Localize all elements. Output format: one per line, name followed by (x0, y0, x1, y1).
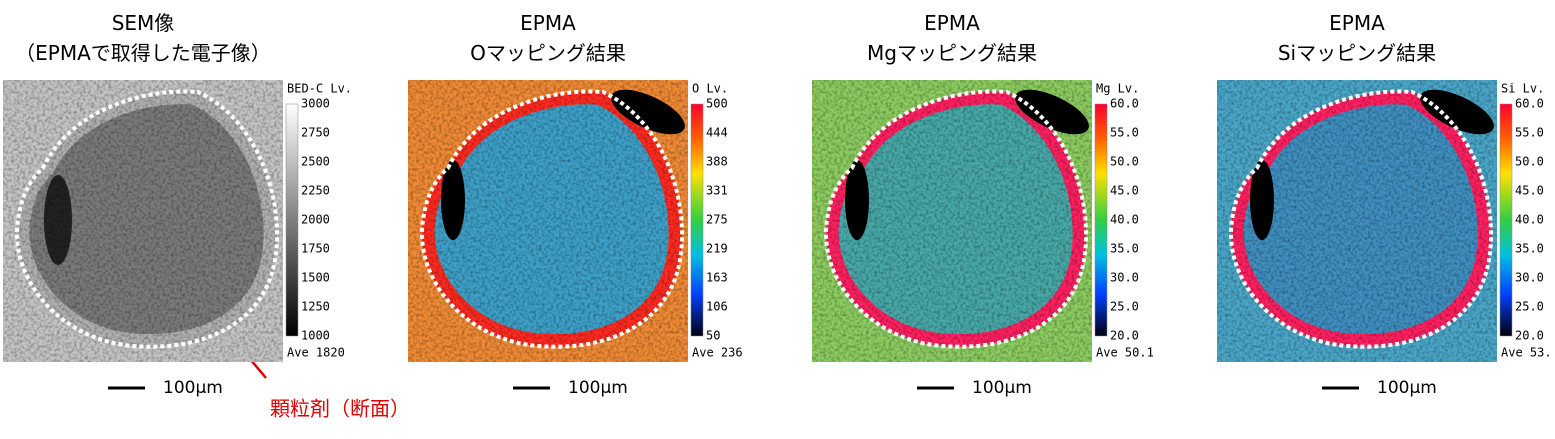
panel-title: Mgマッピング結果 (867, 41, 1037, 65)
texture (812, 80, 1092, 362)
colorbar-tick-label: 50.0 (1515, 155, 1544, 169)
panel-title: EPMA (520, 11, 576, 35)
colorbar (1094, 103, 1108, 337)
scale-bar-label: 100μm (163, 378, 223, 398)
colorbar-tick-label: 30.0 (1110, 271, 1139, 285)
colorbar-tick-label: 3000 (301, 97, 330, 111)
colorbar-tick-label: 25.0 (1110, 300, 1139, 314)
panel-title: EPMA (1329, 11, 1385, 35)
colorbar (1499, 103, 1513, 337)
granule-outline (1228, 89, 1494, 349)
colorbar-tick-label: 2250 (301, 184, 330, 198)
colorbar-tick-label: 45.0 (1110, 184, 1139, 198)
texture (3, 80, 283, 362)
colorbar-tick-label: 35.0 (1110, 242, 1139, 256)
colorbar-average: Ave 236 (692, 346, 743, 360)
colorbar-average: Ave 1820 (287, 346, 345, 360)
colorbar (285, 103, 299, 337)
colorbar-label: Mg Lv. (1096, 82, 1139, 96)
colorbar-tick-label: 45.0 (1515, 184, 1544, 198)
scale-bar-label: 100μm (568, 378, 628, 398)
colorbar-label: O Lv. (692, 82, 728, 96)
colorbar-tick-label: 50 (706, 329, 720, 343)
micrograph (3, 80, 283, 362)
colorbar-tick-label: 60.0 (1515, 97, 1544, 111)
colorbar-tick-label: 60.0 (1110, 97, 1139, 111)
colorbar-tick-label: 1500 (301, 271, 330, 285)
colorbar-tick-label: 55.0 (1515, 126, 1544, 140)
colorbar-tick-label: 2000 (301, 213, 330, 227)
colorbar-tick-label: 40.0 (1110, 213, 1139, 227)
micrograph (408, 80, 688, 362)
colorbar-label: BED-C Lv. (287, 82, 352, 96)
panel: EPMA Oマッピング結果 O Lv.500 444 388 331 275 219 163 10… (408, 11, 743, 398)
colorbar-average: Ave 50.1 (1096, 346, 1154, 360)
colorbar-tick-label: 1250 (301, 300, 330, 314)
colorbar-tick-label: 500 (706, 97, 728, 111)
texture (408, 80, 688, 362)
panel-title: Oマッピング結果 (470, 41, 626, 65)
colorbar (690, 103, 704, 337)
colorbar-tick-label: 20.0 (1515, 329, 1544, 343)
panel-title: （EPMAで取得した電子像） (15, 41, 271, 65)
colorbar-tick-label: 275 (706, 213, 728, 227)
colorbar-tick-label: 40.0 (1515, 213, 1544, 227)
panel: SEM像 （EPMAで取得した電子像） BED-C Lv.3000 2750 2500 2… (3, 11, 352, 398)
colorbar-tick-label: 20.0 (1110, 329, 1139, 343)
granule-outline (419, 89, 685, 349)
micrograph (1217, 80, 1497, 362)
colorbar-tick-label: 50.0 (1110, 155, 1139, 169)
colorbar-tick-label: 106 (706, 300, 728, 314)
scale-bar-label: 100μm (1377, 378, 1437, 398)
granule-outline (14, 89, 280, 349)
colorbar-label: Si Lv. (1501, 82, 1544, 96)
colorbar-average: Ave 53. (1501, 346, 1552, 360)
colorbar-tick-label: 1000 (301, 329, 330, 343)
scale-bar-label: 100μm (972, 378, 1032, 398)
colorbar-tick-label: 2750 (301, 126, 330, 140)
panel-title: SEM像 (112, 11, 175, 35)
colorbar-tick-label: 331 (706, 184, 728, 198)
colorbar-tick-label: 30.0 (1515, 271, 1544, 285)
colorbar-tick-label: 163 (706, 271, 728, 285)
colorbar-tick-label: 444 (706, 126, 728, 140)
annotation: 顆粒剤（断面） (270, 397, 410, 421)
panel: EPMA Siマッピング結果 Si Lv.60.0 55.0 50.0 45.0 40.0 3… (1217, 11, 1552, 398)
colorbar-tick-label: 35.0 (1515, 242, 1544, 256)
colorbar-tick-label: 1750 (301, 242, 330, 256)
colorbar-tick-label: 25.0 (1515, 300, 1544, 314)
micrograph (812, 80, 1092, 362)
panel-title: Siマッピング結果 (1278, 41, 1436, 65)
colorbar-tick-label: 2500 (301, 155, 330, 169)
colorbar-tick-label: 388 (706, 155, 728, 169)
texture (1217, 80, 1497, 362)
colorbar-tick-label: 219 (706, 242, 728, 256)
panel: EPMA Mgマッピング結果 Mg Lv.60.0 55.0 50.0 45.0 40.0 3… (812, 11, 1154, 398)
granule-outline (823, 89, 1089, 349)
panel-title: EPMA (924, 11, 980, 35)
colorbar-tick-label: 55.0 (1110, 126, 1139, 140)
